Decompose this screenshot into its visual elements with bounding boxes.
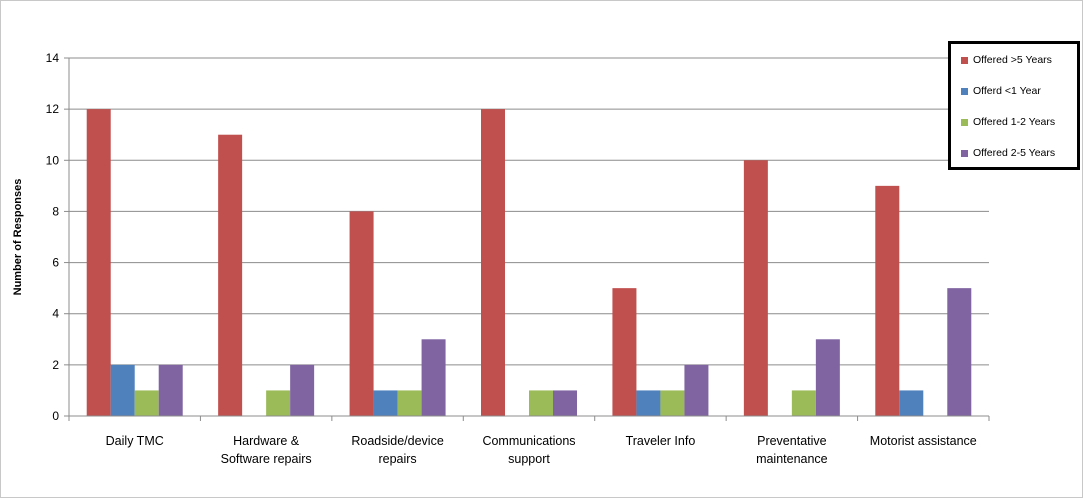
legend-label: Offered >5 Years — [973, 54, 1052, 66]
x-tick-label: Traveler Info — [626, 434, 696, 448]
x-tick-label: Daily TMC — [106, 434, 164, 448]
bar — [815, 339, 840, 416]
legend-item: Offered 1-2 Years — [961, 115, 1055, 129]
bar — [947, 288, 972, 416]
y-tick-label: 12 — [46, 102, 60, 116]
legend-item: Offered >5 Years — [961, 53, 1052, 67]
bar — [86, 109, 111, 417]
y-tick-label: 14 — [46, 51, 60, 65]
legend: Offered >5 Years Offerd <1 Year Offered 1-… — [948, 41, 1080, 170]
y-tick-label: 2 — [52, 358, 59, 372]
legend-label: Offered 2-5 Years — [973, 147, 1056, 159]
legend-item: Offerd <1 Year — [961, 84, 1041, 98]
x-tick-label: Communications support — [482, 434, 575, 466]
bar — [421, 339, 446, 416]
bar — [660, 390, 685, 416]
bar — [743, 160, 768, 416]
bar — [875, 185, 900, 416]
y-tick-label: 10 — [46, 153, 60, 167]
legend-label: Offered 1-2 Years — [973, 116, 1056, 128]
bar — [134, 390, 159, 416]
bar — [110, 364, 135, 416]
bar — [553, 390, 577, 416]
bar — [373, 390, 398, 416]
legend-swatch — [961, 87, 968, 95]
bar — [529, 390, 553, 416]
bar — [266, 390, 291, 416]
y-tick-label: 8 — [52, 204, 59, 218]
y-tick-label: 4 — [52, 307, 59, 321]
gridlines — [69, 57, 989, 366]
legend-swatch — [961, 56, 968, 64]
bar — [290, 364, 315, 416]
legend-item: Offered 2-5 Years — [961, 146, 1055, 160]
y-axis-ticks: 0 2 4 6 8 10 12 14 — [46, 51, 69, 423]
bar — [636, 390, 661, 416]
legend-swatch — [961, 149, 968, 157]
bar — [397, 390, 422, 416]
y-tick-label: 0 — [52, 409, 59, 423]
bar — [158, 364, 183, 416]
x-tick-label: Hardware & Software repairs — [221, 434, 312, 466]
bar — [684, 364, 709, 416]
bar — [481, 109, 505, 417]
x-axis-categories: Daily TMC Hardware & Software repairs Roads… — [106, 434, 977, 466]
x-tick-label: Preventative maintenance — [756, 434, 828, 466]
axes — [68, 58, 990, 421]
x-tick-label: Roadside/device repairs — [351, 434, 443, 466]
x-tick-label: Motorist assistance — [870, 434, 977, 448]
legend-swatch — [961, 118, 968, 126]
bar — [899, 390, 924, 416]
bars — [86, 109, 972, 417]
bar — [349, 211, 374, 416]
bar — [612, 288, 637, 416]
bar — [218, 134, 243, 416]
legend-label: Offerd <1 Year — [973, 85, 1041, 97]
y-axis-label: Number of Responses — [12, 179, 24, 296]
bar — [791, 390, 816, 416]
y-tick-label: 6 — [52, 256, 59, 270]
